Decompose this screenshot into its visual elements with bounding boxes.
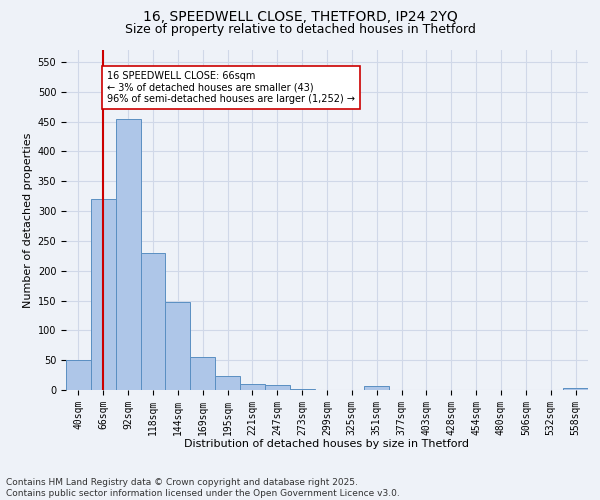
Bar [66,360,91,390]
Bar [215,376,240,390]
Bar [190,357,215,390]
Bar [364,386,389,390]
Bar [240,384,265,390]
Bar [166,302,190,390]
Bar [116,118,140,390]
Text: 16 SPEEDWELL CLOSE: 66sqm
← 3% of detached houses are smaller (43)
96% of semi-d: 16 SPEEDWELL CLOSE: 66sqm ← 3% of detach… [107,71,355,104]
Y-axis label: Number of detached properties: Number of detached properties [23,132,34,308]
Text: Size of property relative to detached houses in Thetford: Size of property relative to detached ho… [125,22,475,36]
Bar [265,384,290,390]
Text: Contains HM Land Registry data © Crown copyright and database right 2025.
Contai: Contains HM Land Registry data © Crown c… [6,478,400,498]
Bar [563,388,588,390]
Bar [91,199,116,390]
X-axis label: Distribution of detached houses by size in Thetford: Distribution of detached houses by size … [185,439,470,449]
Text: 16, SPEEDWELL CLOSE, THETFORD, IP24 2YQ: 16, SPEEDWELL CLOSE, THETFORD, IP24 2YQ [143,10,457,24]
Bar [140,253,166,390]
